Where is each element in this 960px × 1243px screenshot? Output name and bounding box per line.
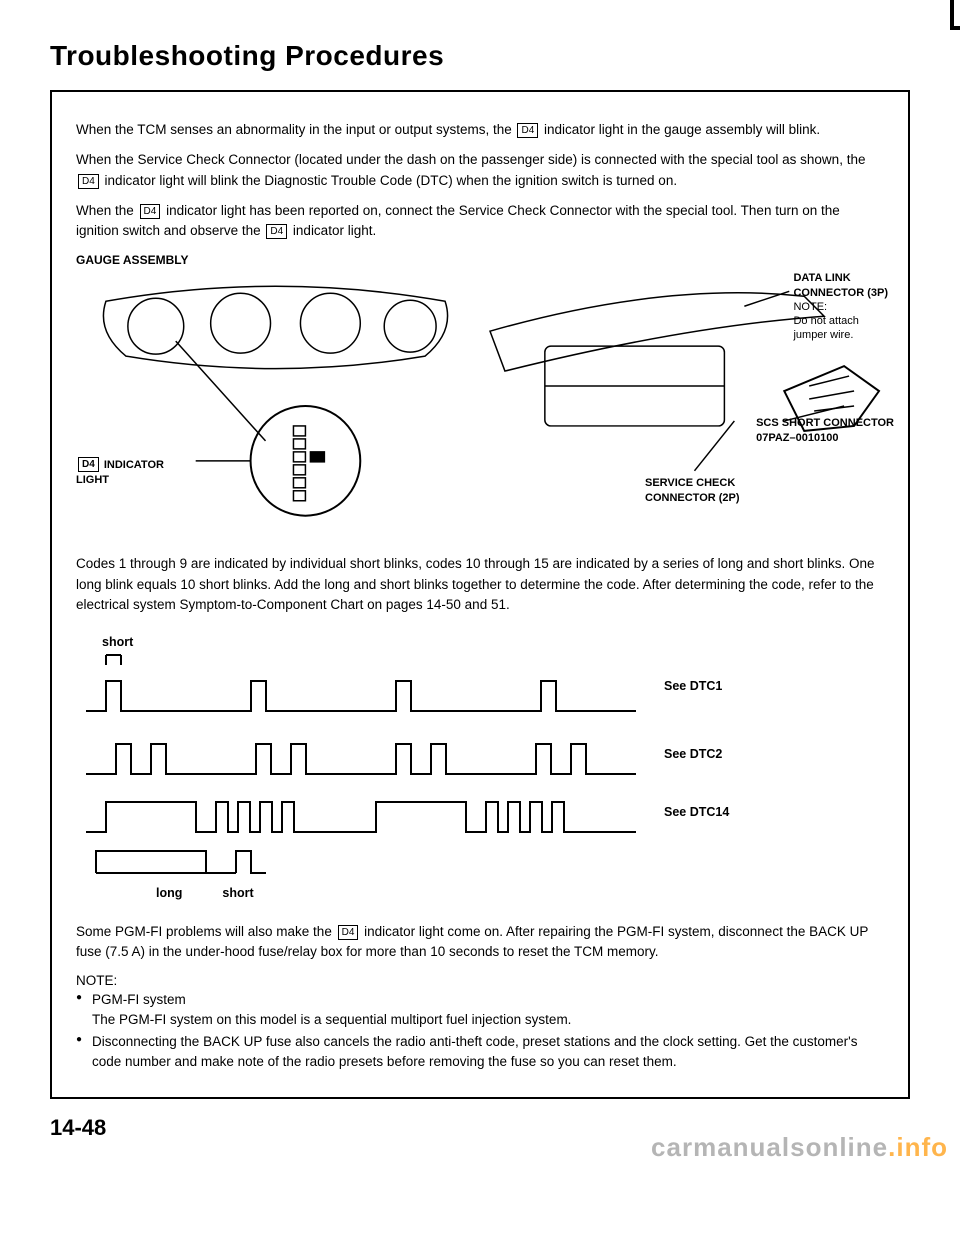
indicator-light-label: LIGHT [76,474,109,486]
indicator-label: INDICATOR [101,459,164,471]
gauge-diagram: D4 INDICATOR LIGHT [76,271,475,536]
page-title: Troubleshooting Procedures [50,40,910,72]
indicator-light-callout: D4 INDICATOR LIGHT [76,457,164,487]
para2a: When the Service Check Connector (locate… [76,152,865,167]
data-link-callout: DATA LINK CONNECTOR (3P) NOTE: Do not at… [793,271,888,342]
note1a: PGM-FI system [92,992,186,1007]
para3c: indicator light. [289,223,376,238]
dtc2-label: See DTC2 [664,747,722,761]
gauge-assembly-label: GAUGE ASSEMBLY [76,253,884,267]
gauge-svg [76,271,475,531]
para3a: When the [76,203,138,218]
wave-dtc1-svg [76,651,636,721]
watermark-b: .info [888,1132,948,1162]
para1b: indicator light in the gauge assembly wi… [540,122,820,137]
service-check-callout: SERVICE CHECK CONNECTOR (2P) [645,476,740,505]
dtc14-label: See DTC14 [664,805,729,819]
scs-callout: SCS SHORT CONNECTOR 07PAZ–0010100 [756,416,894,445]
dl-d: Do not attach [793,315,858,327]
dtc1-label: See DTC1 [664,679,722,693]
dl-a: DATA LINK [793,272,850,284]
scs-b: 07PAZ–0010100 [756,432,838,444]
watermark-a: carmanualsonline [651,1132,888,1162]
para1a: When the TCM senses an abnormality in th… [76,122,515,137]
d4-icon: D4 [266,224,287,239]
note-heading: NOTE: [76,973,884,988]
dashboard-diagram: DATA LINK CONNECTOR (3P) NOTE: Do not at… [485,271,884,536]
short-label-2: short [222,886,253,900]
d4-icon: D4 [78,174,99,189]
dl-c: NOTE: [793,301,827,313]
svc-b: CONNECTOR (2P) [645,492,740,504]
d4-icon: D4 [338,925,359,940]
watermark: carmanualsonline.info [651,1132,948,1163]
wave-legend-svg [76,845,636,879]
para3b: indicator light has been reported on, co… [76,203,840,238]
pgm-a: Some PGM-FI problems will also make the [76,924,336,939]
d4-icon: D4 [140,204,161,219]
wave-row-dtc2: See DTC2 [76,729,884,779]
wave-row-dtc1: See DTC1 [76,651,884,721]
wave-dtc14-svg [76,787,636,837]
page-container: Troubleshooting Procedures When the TCM … [0,0,960,1171]
scs-a: SCS SHORT CONNECTOR [756,417,894,429]
paragraph-1: When the TCM senses an abnormality in th… [76,120,884,140]
para2b: indicator light will blink the Diagnosti… [101,173,677,188]
waveform-area: short See DTC1 S [76,635,884,900]
long-label: long [156,886,182,900]
pgm-paragraph: Some PGM-FI problems will also make the … [76,922,884,963]
content-box: When the TCM senses an abnormality in th… [50,90,910,1099]
dl-b: CONNECTOR (3P) [793,287,888,299]
dl-e: jumper wire. [793,329,853,341]
note-item-2: Disconnecting the BACK UP fuse also canc… [76,1032,884,1073]
note-item-1: PGM-FI system The PGM-FI system on this … [76,990,884,1031]
paragraph-3: When the D4 indicator light has been rep… [76,201,884,242]
codes-paragraph: Codes 1 through 9 are indicated by indiv… [76,554,884,615]
wave-dtc2-svg [76,729,636,779]
note-list: PGM-FI system The PGM-FI system on this … [76,990,884,1073]
d4-icon: D4 [78,457,99,472]
wave-row-dtc14: See DTC14 [76,787,884,837]
note1b: The PGM-FI system on this model is a seq… [92,1012,571,1027]
d4-icon: D4 [517,123,538,138]
diagram-row: D4 INDICATOR LIGHT [76,271,884,536]
short-top-label: short [102,635,884,649]
long-short-labels: long short [156,886,884,900]
paragraph-2: When the Service Check Connector (locate… [76,150,884,191]
svc-a: SERVICE CHECK [645,477,735,489]
